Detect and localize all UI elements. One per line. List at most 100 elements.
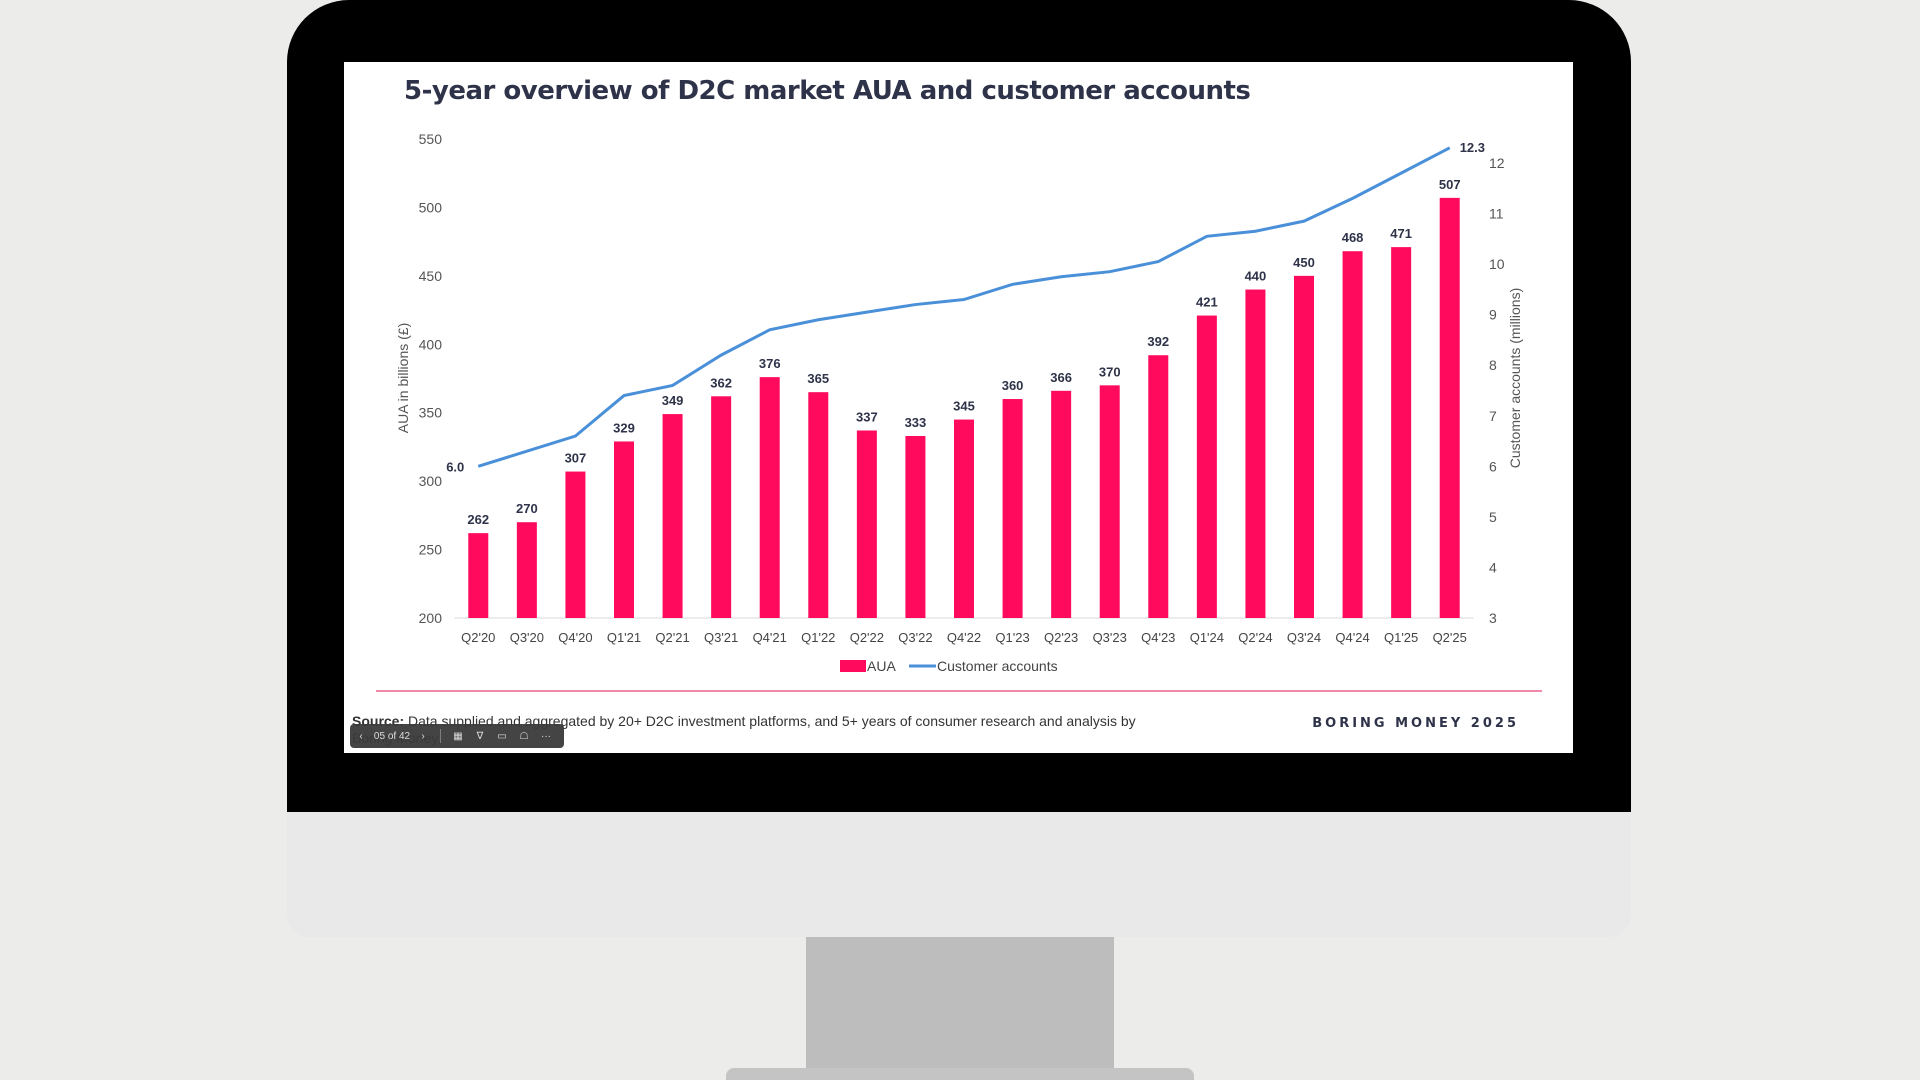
x-tick-label: Q4'21	[753, 630, 787, 645]
bar-value-label: 307	[565, 451, 587, 466]
x-tick-label: Q1'24	[1190, 630, 1224, 645]
bar-value-label: 349	[662, 393, 684, 408]
y2-tick-label: 6	[1489, 458, 1497, 474]
more-options-icon[interactable]: ···	[541, 730, 551, 742]
x-tick-label: Q1'23	[995, 630, 1029, 645]
y2-tick-label: 10	[1489, 256, 1505, 272]
y2-tick-label: 7	[1489, 408, 1497, 424]
x-tick-label: Q3'24	[1287, 630, 1321, 645]
x-tick-label: Q2'21	[655, 630, 689, 645]
bar-value-label: 468	[1342, 230, 1364, 245]
x-tick-label: Q4'20	[558, 630, 592, 645]
monitor-stand	[806, 937, 1114, 1080]
y2-axis-label: Customer accounts (millions)	[1507, 288, 1523, 469]
monitor-chin	[287, 812, 1631, 937]
x-tick-label: Q4'23	[1141, 630, 1175, 645]
aua-bar	[1196, 315, 1217, 618]
bar-value-label: 376	[759, 356, 781, 371]
x-tick-label: Q4'24	[1335, 630, 1369, 645]
bar-value-label: 345	[953, 399, 975, 414]
aua-bar	[1099, 385, 1120, 618]
bar-value-label: 370	[1099, 364, 1121, 379]
presentation-toolbar: ‹ 05 of 42 › ▦ ∇ ▭ ☖ ···	[350, 724, 564, 748]
comment-icon[interactable]: ☖	[519, 730, 529, 742]
y2-tick-label: 5	[1489, 509, 1497, 525]
x-tick-label: Q3'22	[898, 630, 932, 645]
slide-screen: 5-year overview of D2C market AUA and cu…	[344, 62, 1573, 753]
x-tick-label: Q1'25	[1384, 630, 1418, 645]
aua-bar	[662, 414, 683, 618]
x-tick-label: Q2'20	[461, 630, 495, 645]
customer-accounts-line	[477, 146, 1451, 468]
aua-bar	[905, 435, 926, 618]
x-tick-label: Q2'24	[1238, 630, 1272, 645]
bar-value-label: 440	[1245, 269, 1267, 284]
aua-bar	[1002, 399, 1023, 618]
bar-value-label: 360	[1002, 378, 1024, 393]
bar-value-label: 329	[613, 420, 635, 435]
monitor-stand-foot	[726, 1068, 1194, 1080]
y2-tick-label: 11	[1489, 206, 1504, 222]
x-tick-label: Q3'20	[510, 630, 544, 645]
aua-bar	[954, 419, 974, 618]
aua-bar	[856, 430, 877, 618]
pen-icon[interactable]: ∇	[476, 730, 484, 742]
prev-slide-icon[interactable]: ‹	[359, 730, 363, 742]
grid-view-icon[interactable]: ▦	[453, 730, 463, 742]
aua-bar	[808, 392, 829, 618]
aua-bar	[1148, 355, 1169, 618]
bar-value-label: 365	[807, 371, 829, 386]
page-indicator: 05 of 42	[373, 730, 411, 742]
y-tick-label: 550	[419, 131, 443, 147]
aua-bar	[1051, 390, 1072, 618]
legend-aua-swatch	[840, 660, 866, 672]
bar-value-label: 262	[467, 512, 489, 527]
y-tick-label: 200	[419, 610, 443, 626]
y2-tick-label: 9	[1489, 307, 1497, 323]
footer-divider	[376, 690, 1542, 692]
y-axis-label: AUA in billions (£)	[395, 323, 411, 434]
aua-bar	[1245, 289, 1266, 618]
y2-tick-label: 3	[1489, 610, 1497, 626]
y-tick-label: 450	[419, 268, 443, 284]
bar-value-label: 421	[1196, 295, 1218, 310]
x-tick-label: Q4'22	[947, 630, 981, 645]
y2-tick-label: 4	[1489, 559, 1497, 575]
aua-bar	[468, 533, 489, 618]
toolbar-separator	[440, 729, 441, 743]
bar-value-label: 392	[1147, 334, 1169, 349]
next-slide-icon[interactable]: ›	[421, 730, 425, 742]
y2-tick-label: 8	[1489, 357, 1497, 373]
bar-value-label: 366	[1050, 370, 1072, 385]
aua-bar	[711, 396, 732, 618]
bar-value-label: 507	[1439, 177, 1461, 192]
aua-bar	[1439, 197, 1460, 618]
x-tick-label: Q2'22	[850, 630, 884, 645]
x-tick-label: Q1'21	[607, 630, 641, 645]
legend-aua-label: AUA	[867, 658, 896, 674]
y-tick-label: 400	[419, 336, 443, 352]
aua-bar	[565, 471, 586, 618]
x-tick-label: Q3'23	[1093, 630, 1127, 645]
x-tick-label: Q2'25	[1433, 630, 1467, 645]
aua-bar	[614, 441, 634, 618]
slide-title: 5-year overview of D2C market AUA and cu…	[404, 76, 1251, 106]
y-tick-label: 250	[419, 542, 443, 558]
bar-value-label: 337	[856, 410, 878, 425]
line-last-label: 12.3	[1460, 140, 1485, 155]
x-tick-label: Q3'21	[704, 630, 738, 645]
aua-bar	[759, 377, 780, 618]
legend-customer-accounts-label: Customer accounts	[937, 658, 1058, 674]
combo-chart: 2002503003504004505005503456789101112AUA…	[395, 131, 1523, 674]
y-tick-label: 500	[419, 199, 443, 215]
line-first-label: 6.0	[446, 459, 464, 474]
y-tick-label: 300	[419, 473, 443, 489]
x-tick-label: Q2'23	[1044, 630, 1078, 645]
y-tick-label: 350	[419, 405, 443, 421]
bar-value-label: 362	[710, 375, 732, 390]
bar-value-label: 333	[905, 415, 927, 430]
bar-value-label: 471	[1390, 226, 1412, 241]
aua-bar	[1391, 247, 1412, 619]
brand-label: BORING MONEY 2025	[1312, 716, 1519, 731]
camera-icon[interactable]: ▭	[497, 730, 507, 742]
